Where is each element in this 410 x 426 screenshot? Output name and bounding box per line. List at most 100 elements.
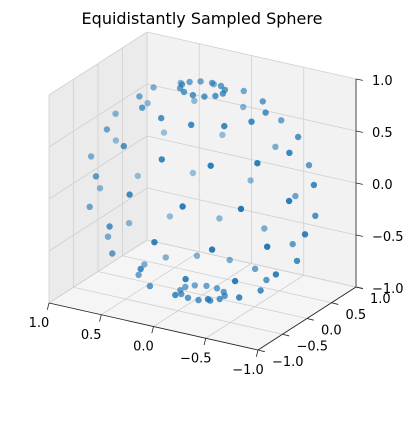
data-point: [292, 193, 298, 199]
x-tick-mark: [152, 327, 154, 334]
data-point: [113, 137, 119, 143]
data-point: [208, 163, 214, 169]
x-tick-label: 1.0: [29, 316, 50, 331]
x-tick-label: −1.0: [232, 363, 264, 378]
data-point: [254, 160, 260, 166]
y-tick-label: 0.0: [321, 324, 342, 339]
data-point: [302, 231, 308, 237]
data-point: [167, 213, 173, 219]
data-point: [172, 292, 178, 298]
y-tick-mark: [283, 334, 290, 336]
data-point: [185, 295, 191, 301]
data-point: [262, 109, 268, 115]
data-point: [248, 119, 254, 125]
z-tick-mark: [356, 79, 363, 80]
y-tick-label: 0.5: [346, 308, 367, 323]
data-point: [179, 203, 185, 209]
z-tick-label: 0.0: [372, 178, 393, 193]
data-point: [186, 79, 192, 85]
data-point: [126, 191, 132, 197]
data-point: [178, 291, 184, 297]
x-tick-label: 0.5: [81, 328, 102, 343]
data-point: [216, 215, 222, 221]
data-point: [290, 241, 296, 247]
data-point: [121, 143, 127, 149]
data-point: [286, 150, 292, 156]
data-point: [236, 294, 242, 300]
data-point: [88, 153, 94, 159]
data-point: [159, 156, 165, 162]
data-point: [144, 100, 150, 106]
x-tick-label: 0.0: [133, 340, 154, 355]
data-point: [306, 162, 312, 168]
data-point: [219, 132, 225, 138]
z-tick-label: 1.0: [372, 74, 393, 89]
data-point: [163, 254, 169, 260]
y-tick-mark: [307, 319, 314, 321]
data-point: [190, 170, 196, 176]
data-point: [241, 88, 247, 94]
data-point: [260, 98, 266, 104]
data-point: [278, 117, 284, 123]
data-point: [240, 104, 246, 110]
x-tick-mark: [204, 338, 206, 345]
data-point: [203, 283, 209, 289]
data-point: [192, 282, 198, 288]
data-point: [220, 90, 226, 96]
data-point: [150, 84, 156, 90]
data-point: [191, 98, 197, 104]
data-point: [273, 271, 279, 277]
data-point: [311, 182, 317, 188]
data-point: [238, 206, 244, 212]
data-point: [161, 129, 167, 135]
data-point: [158, 115, 164, 121]
z-tick-mark: [356, 183, 363, 184]
chart-title: Equidistantly Sampled Sphere: [82, 9, 323, 28]
y-tick-mark: [258, 350, 265, 352]
z-tick-label: −0.5: [372, 230, 404, 245]
data-point: [264, 244, 270, 250]
data-point: [261, 225, 267, 231]
z-tick-mark: [356, 131, 363, 132]
data-point: [109, 250, 115, 256]
data-point: [97, 185, 103, 191]
data-point: [138, 266, 144, 272]
data-point: [181, 89, 187, 95]
data-point: [105, 234, 111, 240]
z-tick-label: −1.0: [372, 282, 404, 297]
data-point: [294, 258, 300, 264]
data-point: [126, 220, 132, 226]
data-point: [182, 276, 188, 282]
data-point: [217, 296, 223, 302]
data-point: [312, 213, 318, 219]
data-point: [263, 277, 269, 283]
z-tick-label: 0.5: [372, 126, 393, 141]
data-point: [197, 78, 203, 84]
y-tick-label: −1.0: [272, 355, 304, 370]
y-tick-label: −0.5: [297, 339, 329, 354]
data-point: [136, 93, 142, 99]
data-point: [214, 285, 220, 291]
data-point: [201, 93, 207, 99]
data-point: [106, 223, 112, 229]
data-point: [104, 126, 110, 132]
data-point: [286, 198, 292, 204]
data-point: [93, 173, 99, 179]
data-point: [87, 204, 93, 210]
data-point: [151, 239, 157, 245]
data-point: [205, 296, 211, 302]
x-tick-label: −0.5: [180, 351, 212, 366]
data-point: [272, 144, 278, 150]
x-tick-mark: [47, 303, 49, 310]
data-point: [232, 278, 238, 284]
data-point: [190, 92, 196, 98]
data-point: [209, 246, 215, 252]
x-tick-mark: [100, 315, 102, 322]
data-point: [194, 253, 200, 259]
data-point: [247, 177, 253, 183]
x-tick-mark: [256, 350, 258, 357]
y-tick-mark: [332, 303, 339, 305]
data-point: [112, 111, 118, 117]
